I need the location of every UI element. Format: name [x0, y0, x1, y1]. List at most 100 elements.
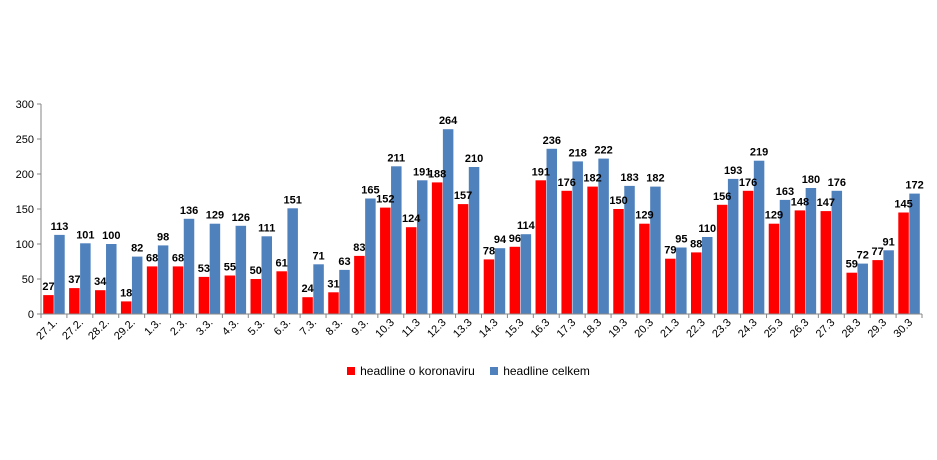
data-label-koronavirus: 191	[532, 166, 550, 178]
data-label-koronavirus: 27	[42, 281, 54, 293]
x-tick-label: 29.2.	[112, 317, 138, 343]
bar-koronavirus	[483, 259, 495, 314]
x-tick-label: 17.3	[555, 317, 579, 341]
bar-koronavirus	[431, 182, 443, 314]
x-tick-label: 25.3	[762, 317, 786, 341]
data-label-koronavirus: 77	[872, 246, 884, 258]
bar-celkem	[909, 193, 920, 314]
bar-koronavirus	[768, 223, 780, 314]
x-axis: 27.1. 27.2. 28.2. 29.2. 1.3. 2.3. 3.3. 4.3. 5.3.…	[34, 313, 923, 343]
data-label-celkem: 182	[646, 173, 664, 185]
bar-celkem	[183, 218, 195, 314]
data-label-celkem: 218	[569, 147, 587, 159]
bar-celkem	[157, 245, 169, 314]
data-label-koronavirus: 59	[846, 259, 858, 271]
legend-label-koronavirus: headline o koronaviru	[360, 364, 475, 378]
x-tick-label: 9.3.	[350, 317, 371, 338]
x-tick-label: 28.2.	[86, 317, 112, 343]
bar-celkem	[80, 243, 91, 314]
x-tick-label: 26.3	[788, 317, 812, 341]
y-tick-label: 50	[22, 274, 34, 286]
bar-koronavirus	[43, 295, 54, 314]
x-tick-label: 30.3	[892, 317, 916, 341]
y-tick-label: 300	[16, 99, 34, 111]
bar-celkem	[805, 188, 817, 314]
bar-celkem	[624, 185, 635, 314]
data-label-koronavirus: 31	[327, 278, 339, 290]
x-tick-label: 22.3	[684, 317, 708, 341]
bar-celkem	[494, 248, 506, 314]
legend-swatch-celkem	[490, 367, 499, 375]
bar-celkem	[391, 166, 402, 314]
data-label-celkem: 183	[620, 172, 638, 184]
bar-koronavirus	[172, 266, 184, 314]
data-label-celkem: 172	[905, 180, 923, 192]
x-tick-label: 28.3	[840, 317, 864, 341]
data-label-koronavirus: 55	[224, 262, 236, 274]
data-label-koronavirus: 24	[301, 283, 314, 295]
x-tick-label: 21.3	[658, 317, 682, 341]
bar-celkem	[416, 180, 428, 314]
data-label-koronavirus: 68	[172, 252, 184, 264]
x-tick-label: 13.3	[451, 317, 475, 341]
bar-celkem	[106, 244, 117, 314]
x-tick-label: 15.3	[503, 317, 527, 341]
data-label-koronavirus: 147	[817, 197, 835, 209]
bar-celkem	[598, 158, 609, 314]
x-tick-label: 3.3.	[194, 317, 215, 338]
x-tick-label: 4.3.	[220, 317, 241, 338]
bar-koronavirus	[276, 271, 287, 314]
bar-koronavirus	[250, 279, 261, 314]
bar-koronavirus	[872, 260, 883, 314]
x-tick-label: 19.3	[607, 317, 631, 341]
bar-celkem	[54, 234, 65, 314]
bar-celkem	[572, 161, 583, 314]
data-label-celkem: 82	[131, 243, 143, 255]
x-tick-label: 8.3.	[324, 317, 345, 338]
data-label-koronavirus: 156	[713, 191, 731, 203]
data-label-celkem: 63	[338, 256, 350, 268]
x-tick-label: 18.3	[581, 317, 605, 341]
data-label-celkem: 129	[206, 210, 224, 222]
bar-koronavirus	[639, 223, 650, 314]
data-label-koronavirus: 37	[68, 274, 80, 286]
bar-celkem	[831, 190, 843, 314]
bar-celkem	[883, 250, 894, 314]
data-label-koronavirus: 18	[120, 287, 132, 299]
data-label-celkem: 110	[698, 223, 716, 235]
bars	[43, 129, 920, 314]
data-label-celkem: 165	[361, 185, 379, 197]
data-label-celkem: 72	[857, 250, 869, 262]
bar-celkem	[676, 247, 687, 314]
bar-koronavirus	[742, 190, 754, 314]
bar-koronavirus	[613, 209, 624, 314]
bar-koronavirus	[405, 227, 417, 314]
data-label-celkem: 264	[439, 115, 458, 127]
bar-koronavirus	[898, 212, 909, 314]
legend: headline o koronaviru headline celkem	[0, 364, 937, 378]
data-label-celkem: 176	[828, 177, 846, 189]
bar-celkem	[702, 237, 713, 314]
y-tick-label: 100	[16, 239, 34, 251]
bar-celkem	[857, 263, 868, 314]
x-tick-label: 16.3	[529, 317, 553, 341]
bar-koronavirus	[561, 190, 572, 314]
data-label-celkem: 180	[802, 174, 820, 186]
data-label-koronavirus: 145	[894, 199, 912, 211]
x-tick-label: 24.3	[736, 317, 760, 341]
data-label-celkem: 193	[724, 165, 742, 177]
x-tick-label: 12.3	[425, 317, 449, 341]
data-label-koronavirus: 129	[635, 210, 653, 222]
bar-koronavirus	[587, 186, 598, 314]
data-label-koronavirus: 148	[791, 196, 809, 208]
x-tick-label: 1.3.	[142, 317, 163, 338]
bar-celkem	[650, 186, 661, 314]
data-label-koronavirus: 68	[146, 252, 158, 264]
bar-celkem	[520, 234, 532, 314]
x-tick-label: 11.3	[400, 317, 423, 340]
x-tick-label: 10.3	[373, 317, 397, 341]
data-label-koronavirus: 83	[353, 242, 365, 254]
bar-koronavirus	[69, 288, 80, 314]
data-label-celkem: 114	[517, 220, 536, 232]
data-label-celkem: 219	[750, 147, 768, 159]
